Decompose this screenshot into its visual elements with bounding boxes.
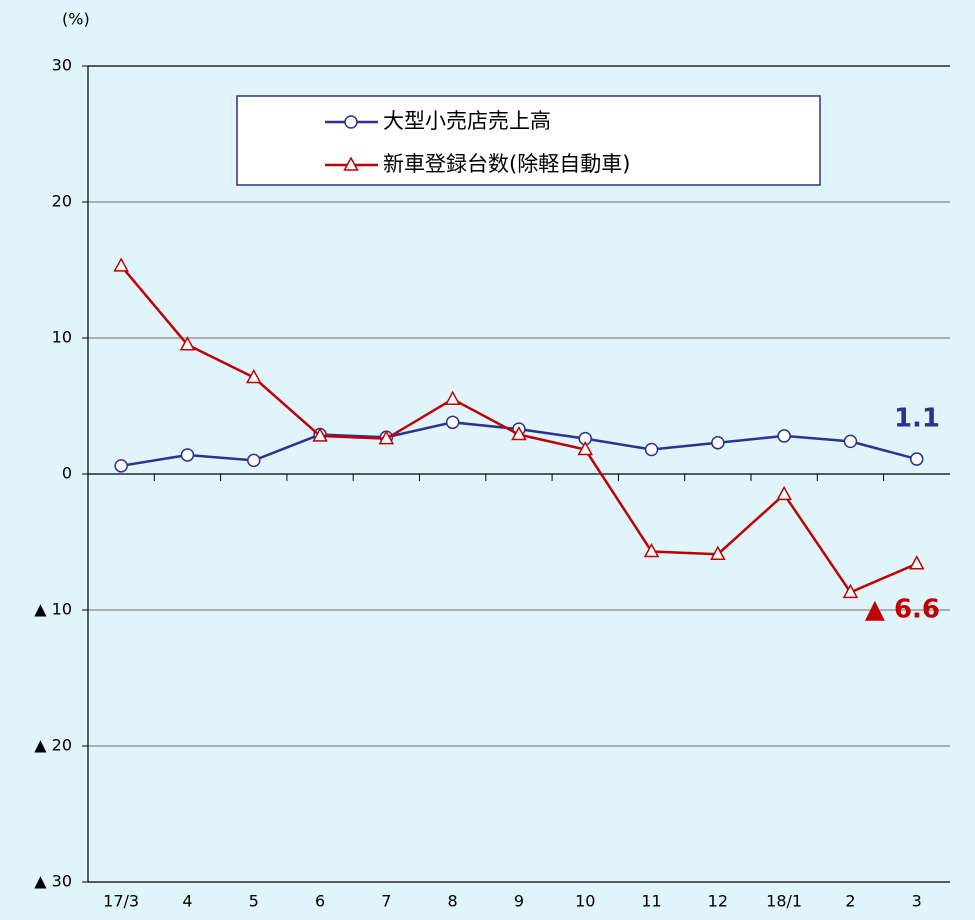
x-tick-label: 11: [641, 892, 661, 911]
x-tick-label: 9: [514, 892, 524, 911]
y-tick-label: ▲ 10: [34, 600, 72, 619]
x-tick-label: 6: [315, 892, 325, 911]
legend-label: 新車登録台数(除軽自動車): [383, 152, 630, 176]
y-axis-label: (%): [62, 10, 90, 29]
marker: [180, 448, 195, 462]
marker: [312, 427, 328, 442]
marker: [444, 390, 461, 405]
marker: [776, 485, 792, 501]
marker: [113, 257, 129, 272]
x-tick-label: 8: [448, 892, 458, 911]
y-tick-label: 0: [62, 464, 72, 483]
data-label: ▲ 6.6: [865, 594, 940, 624]
x-tick-label: 17/3: [103, 892, 139, 911]
marker: [378, 430, 395, 445]
x-tick-label: 7: [381, 892, 391, 911]
y-tick-label: 30: [52, 56, 72, 75]
marker: [179, 336, 196, 351]
legend-label: 大型小売店売上高: [383, 109, 551, 133]
x-tick-label: 10: [575, 892, 595, 911]
marker: [843, 434, 858, 449]
marker: [910, 452, 924, 466]
x-tick-label: 18/1: [766, 892, 802, 911]
marker: [711, 435, 725, 450]
y-tick-label: 10: [52, 328, 72, 347]
y-tick-label: 20: [52, 192, 72, 211]
x-tick-label: 4: [182, 892, 192, 911]
marker: [908, 555, 925, 570]
x-tick-label: 3: [912, 892, 922, 911]
y-tick-label: ▲ 30: [34, 872, 72, 891]
marker: [842, 583, 859, 599]
y-tick-label: ▲ 20: [34, 736, 72, 755]
marker: [343, 156, 359, 171]
marker: [344, 115, 358, 129]
marker: [644, 442, 659, 457]
marker: [710, 545, 726, 560]
x-tick-label: 5: [249, 892, 259, 911]
marker: [114, 459, 128, 473]
marker: [245, 368, 262, 384]
x-tick-label: 12: [708, 892, 728, 911]
marker: [777, 429, 791, 443]
marker: [445, 415, 460, 430]
marker: [577, 440, 594, 456]
data-label: 1.1: [894, 404, 940, 434]
marker: [643, 542, 660, 558]
marker: [247, 453, 261, 468]
x-tick-label: 2: [845, 892, 855, 911]
marker: [511, 425, 527, 441]
legend-box: [236, 95, 821, 186]
